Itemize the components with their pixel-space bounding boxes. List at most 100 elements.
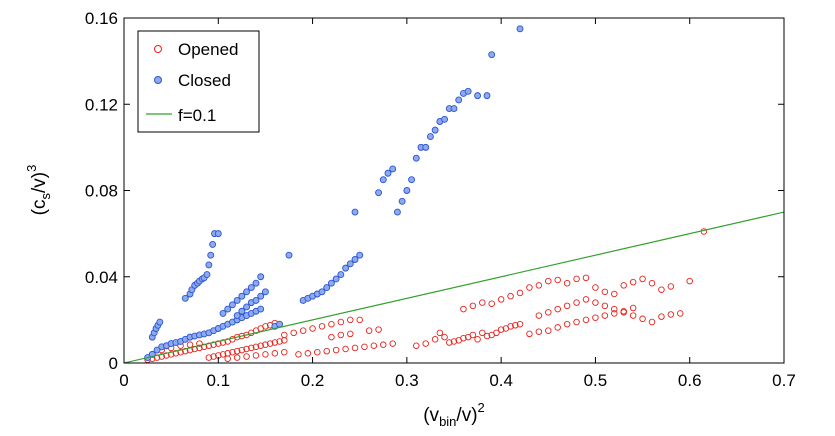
point-opened xyxy=(361,343,368,351)
point-opened xyxy=(365,327,373,334)
point-opened xyxy=(158,353,165,360)
point-opened xyxy=(677,310,684,317)
x-axis-label: (vbin/v)2 xyxy=(423,400,485,429)
point-opened xyxy=(328,320,335,328)
legend-label-closed: Closed xyxy=(178,71,231,90)
point-closed xyxy=(346,260,354,268)
point-opened xyxy=(629,278,637,286)
point-opened xyxy=(667,283,675,290)
point-opened xyxy=(309,325,316,332)
point-opened xyxy=(271,339,279,346)
legend-label-line: f=0.1 xyxy=(178,106,216,125)
point-opened xyxy=(337,318,345,326)
point-opened xyxy=(620,282,627,289)
y-tick-label: 0.12 xyxy=(85,95,118,114)
point-closed xyxy=(252,279,260,287)
point-opened xyxy=(658,286,665,293)
point-closed xyxy=(285,251,293,259)
point-opened xyxy=(563,302,571,310)
point-opened xyxy=(535,328,543,335)
x-tick-label: 0 xyxy=(119,371,128,390)
point-opened xyxy=(252,352,260,359)
point-opened xyxy=(611,290,618,298)
point-opened xyxy=(535,312,543,319)
point-opened xyxy=(219,339,227,346)
point-opened xyxy=(639,275,646,283)
point-closed xyxy=(238,307,246,315)
point-opened xyxy=(573,299,580,306)
point-opened xyxy=(639,315,646,323)
point-closed xyxy=(323,284,331,291)
point-opened xyxy=(545,309,552,316)
point-opened xyxy=(290,329,297,337)
point-opened xyxy=(262,341,269,348)
point-opened xyxy=(163,352,170,359)
point-opened xyxy=(592,299,599,306)
point-opened xyxy=(191,345,198,353)
point-opened xyxy=(196,344,203,352)
point-closed xyxy=(238,292,246,300)
point-opened xyxy=(215,340,222,347)
point-opened xyxy=(488,300,495,307)
legend: Opened Closed f=0.1 xyxy=(137,30,260,133)
point-opened xyxy=(554,276,561,284)
point-opened xyxy=(526,330,533,338)
point-opened xyxy=(479,299,486,306)
axes-layer: 0 0.1 0.2 0.3 0.4 0.5 0.6 0.7 0 0.04 0.08 0.12 0.16 xyxy=(85,9,796,390)
point-opened xyxy=(167,351,175,358)
point-opened xyxy=(545,327,552,334)
point-opened xyxy=(582,316,590,324)
point-opened xyxy=(611,305,618,313)
point-closed xyxy=(422,143,430,151)
point-opened xyxy=(233,354,241,361)
point-opened xyxy=(380,341,387,348)
x-tick-label: 0.2 xyxy=(301,371,325,390)
point-closed xyxy=(228,301,236,309)
point-closed xyxy=(243,303,251,311)
point-closed xyxy=(252,297,260,304)
y-tick-label: 0.08 xyxy=(85,182,118,201)
point-closed xyxy=(516,25,524,33)
point-opened xyxy=(238,346,246,354)
point-opened xyxy=(601,288,609,296)
point-opened xyxy=(474,336,481,343)
point-opened xyxy=(422,340,429,347)
point-closed xyxy=(247,284,255,291)
point-closed xyxy=(257,305,265,313)
point-closed xyxy=(389,165,397,173)
point-closed xyxy=(203,271,211,279)
series-layer xyxy=(123,25,785,364)
point-closed xyxy=(464,87,472,95)
x-tick-label: 0.1 xyxy=(206,371,230,390)
point-opened xyxy=(229,348,236,356)
point-opened xyxy=(347,316,354,324)
point-closed xyxy=(342,264,350,272)
point-closed xyxy=(379,176,387,184)
point-closed xyxy=(412,154,420,162)
legend-label-opened: Opened xyxy=(178,40,239,59)
point-opened xyxy=(658,313,665,320)
point-opened xyxy=(497,326,505,333)
point-closed xyxy=(214,230,222,238)
point-opened xyxy=(582,274,590,282)
point-closed xyxy=(483,92,491,100)
point-opened xyxy=(460,334,467,342)
point-opened xyxy=(304,350,312,357)
point-opened xyxy=(266,340,274,347)
point-opened xyxy=(205,342,213,350)
point-opened xyxy=(257,342,264,350)
point-closed xyxy=(384,169,392,177)
point-opened xyxy=(332,346,340,354)
point-opened xyxy=(592,284,599,291)
x-tick-label: 0.6 xyxy=(678,371,702,390)
point-opened xyxy=(210,353,217,360)
point-opened xyxy=(469,302,477,310)
point-opened xyxy=(233,347,241,355)
point-opened xyxy=(648,279,656,287)
point-closed xyxy=(474,92,482,100)
point-opened xyxy=(337,331,345,339)
point-opened xyxy=(554,324,561,331)
point-opened xyxy=(686,277,693,285)
point-closed xyxy=(351,208,359,216)
point-closed xyxy=(327,279,335,287)
